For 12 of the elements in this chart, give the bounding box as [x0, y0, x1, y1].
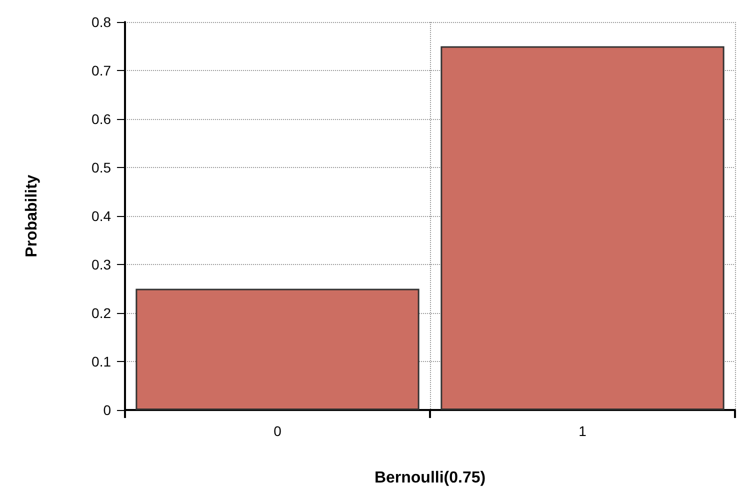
x-tick-label: 1: [578, 423, 587, 439]
x-axis-title: Bernoulli(0.75): [374, 470, 486, 486]
y-tick-label: 0.3: [92, 256, 112, 272]
y-tick-label: 0.5: [92, 160, 112, 176]
y-tick-label: 0.2: [92, 305, 112, 321]
y-tick-label: 0.6: [92, 111, 112, 127]
y-tick-label: 0.8: [92, 14, 112, 30]
y-tick-label: 0: [103, 402, 112, 418]
y-tick-label: 0.4: [92, 208, 112, 224]
y-axis-title: Probability: [24, 174, 40, 258]
y-tick-label: 0.1: [92, 354, 112, 370]
y-tick-label: 0.7: [92, 62, 112, 78]
